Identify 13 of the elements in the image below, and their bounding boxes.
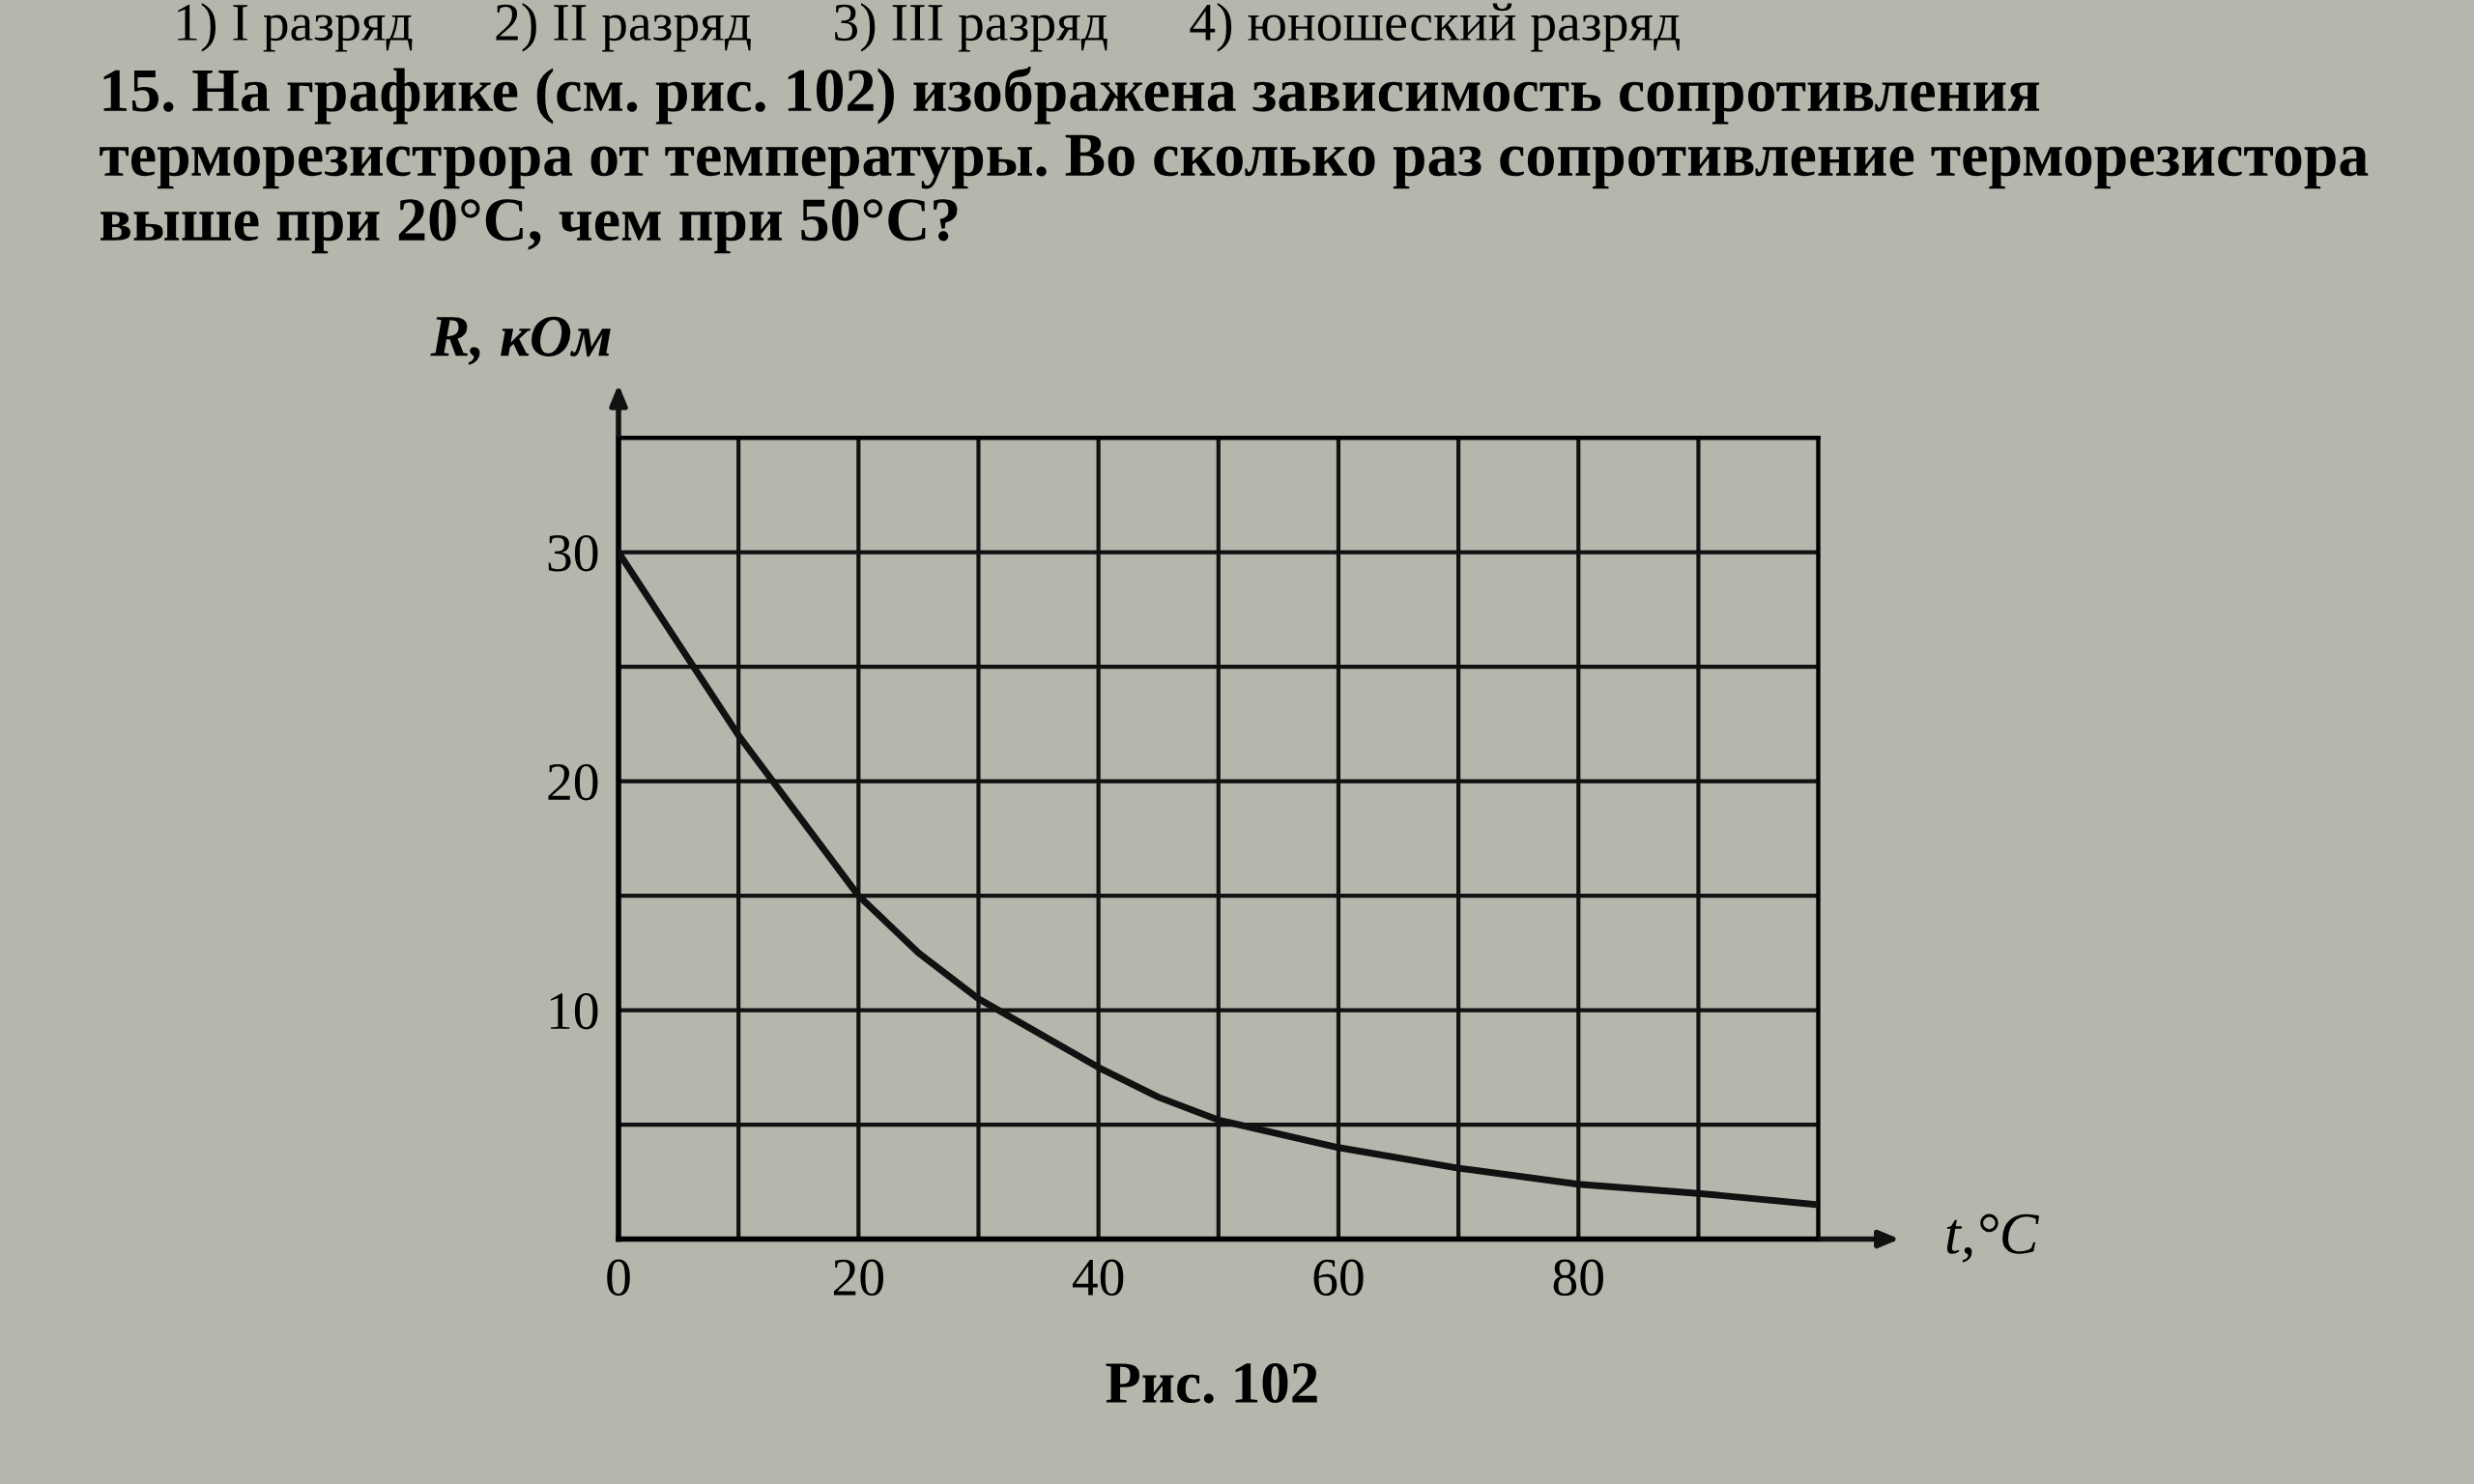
chart-title: 15. На графике (см. рис. 102) изображена зависимость сопротивления терморезистрора от температуры. Во сколько раз сопротивление терморезистора выше при 20°C, чем при 50°C? bbox=[100, 67, 2369, 254]
text: Рис. 102 bbox=[1106, 1362, 1317, 1404]
x-tick-label: 80 bbox=[1553, 1259, 1603, 1297]
y-axis-title: R, кОм bbox=[430, 316, 611, 365]
text: 1) I разряд 2) II разряд 3) III разряд 4) юношеский разряд bbox=[178, 3, 1681, 52]
y-tick-label: 30 bbox=[548, 534, 598, 572]
y-tick-label: 10 bbox=[550, 992, 598, 1030]
y-tick-label: 20 bbox=[548, 763, 598, 801]
x-tick-label: 40 bbox=[1072, 1259, 1124, 1297]
x-tick-label: 0 bbox=[607, 1259, 630, 1297]
x-tick-label: 20 bbox=[833, 1259, 883, 1297]
x-axis-title: t,°C bbox=[1946, 1213, 2039, 1263]
x-tick-label: 60 bbox=[1313, 1259, 1364, 1297]
